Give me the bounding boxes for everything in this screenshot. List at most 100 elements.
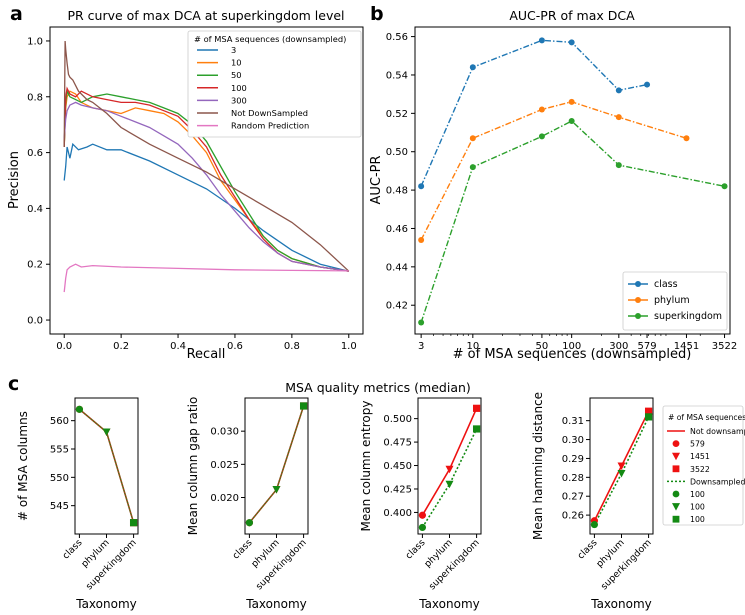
x-tick-label: 3 <box>418 341 424 352</box>
y-tick-label: 550 <box>50 473 69 484</box>
y-tick-label: 0.450 <box>383 461 412 472</box>
legend-marker <box>672 503 680 511</box>
plot-frame <box>74 397 139 535</box>
chart-title: MSA quality metrics (median) <box>285 380 471 395</box>
y-axis-label: AUC-PR <box>369 155 384 204</box>
series-line-phylum <box>420 101 687 241</box>
downsampled-point <box>418 523 427 532</box>
series-line-random-prediction <box>63 263 349 293</box>
y-tick-label: 0.030 <box>210 427 239 438</box>
legend-label: 100 <box>690 515 705 524</box>
y-tick-label: 0.44 <box>386 262 408 273</box>
data-point-class <box>568 39 575 46</box>
legend-marker <box>635 313 641 319</box>
y-tick-label: 0.46 <box>386 224 408 235</box>
data-point-phylum <box>615 114 622 121</box>
legend-label: class <box>654 279 678 290</box>
x-tick-label: superkingdom <box>599 537 654 592</box>
data-point-superkingdom <box>538 133 545 140</box>
y-tick-label: 0.29 <box>562 454 584 465</box>
legend-title: # of MSA sequences (downsampled) <box>194 34 346 44</box>
y-tick-label: 0.020 <box>210 493 239 504</box>
downsampled-point <box>617 470 626 478</box>
legend-label: phylum <box>654 295 690 306</box>
data-point-class <box>615 87 622 94</box>
series-line-100 <box>63 86 349 272</box>
auc-pr-chart: AUC-PR of max DCA # of MSA sequences (do… <box>369 8 737 362</box>
data-point-superkingdom <box>418 319 425 326</box>
subplot-3: 0.4000.4250.4500.4750.500classphylumsupe… <box>359 397 482 611</box>
downsampled-point <box>272 486 281 494</box>
legend-label: 100 <box>231 83 247 93</box>
x-axis-label: Recall <box>187 347 226 362</box>
downsampled-point <box>299 402 308 410</box>
legend-label: 3 <box>231 45 236 55</box>
legend-marker <box>672 515 680 523</box>
downsampled-point <box>445 480 454 489</box>
x-tick-label: class <box>230 537 254 561</box>
x-tick-label: 0.8 <box>284 341 300 352</box>
series-line-not-downsampled <box>421 407 478 516</box>
legend-label: Downsampled <box>690 477 745 486</box>
data-point-superkingdom <box>721 183 728 190</box>
y-tick-label: 0.6 <box>27 148 43 159</box>
x-tick-label: superkingdom <box>254 537 309 592</box>
downsampled-point <box>472 425 481 433</box>
series-line-superkingdom <box>420 120 725 323</box>
series-line-downsampled <box>248 405 305 524</box>
subplot-4: 0.260.270.280.290.300.31classphylumsuper… <box>531 392 654 611</box>
series-line-300 <box>63 101 349 272</box>
series-line-class <box>420 39 648 187</box>
y-tick-label: 0.500 <box>383 414 412 425</box>
legend-marker <box>672 440 680 447</box>
y-tick-label: 0.50 <box>386 147 408 158</box>
series-line-downsampled <box>421 428 478 528</box>
legend-label: 10 <box>231 58 242 68</box>
y-tick-label: 1.0 <box>27 36 43 47</box>
y-tick-label: 545 <box>50 501 69 512</box>
series-line-not-downsampled <box>78 408 135 523</box>
y-axis-label: Mean column entropy <box>359 401 373 532</box>
legend: class phylum superkingdom <box>622 271 728 331</box>
data-point-class <box>644 81 651 88</box>
downsampled-point <box>129 519 138 527</box>
downsampled-point <box>590 520 599 529</box>
x-tick-label: 1.0 <box>341 341 357 352</box>
legend-label: superkingdom <box>654 311 722 322</box>
chart-title: AUC-PR of max DCA <box>509 8 635 23</box>
downsampled-point <box>75 405 84 413</box>
legend-title: # of MSA sequences <box>668 413 745 422</box>
y-axis-label: Mean column gap ratio <box>186 397 200 536</box>
y-tick-label: 0.2 <box>27 260 43 271</box>
panel-letter-c: c <box>8 373 19 395</box>
y-tick-label: 0.56 <box>386 32 408 43</box>
x-axis-label: Taxonomy <box>75 597 137 611</box>
x-tick-label: 0.4 <box>170 341 186 352</box>
plot-frame <box>244 397 309 535</box>
not-downsampled-point <box>418 511 427 519</box>
y-tick-label: 0.8 <box>27 92 43 103</box>
data-point-class <box>469 64 476 71</box>
y-tick-label: 0.025 <box>210 460 239 471</box>
y-tick-label: 0.31 <box>562 416 584 427</box>
x-tick-label: 300 <box>609 341 628 352</box>
downsampled-point <box>102 428 111 436</box>
series-line-50 <box>63 88 349 272</box>
not-downsampled-point <box>445 465 454 474</box>
x-tick-label: 1451 <box>674 341 699 352</box>
legend-label: 50 <box>231 70 242 80</box>
legend-label: 100 <box>690 490 705 499</box>
x-axis-label: Taxonomy <box>590 597 652 611</box>
not-downsampled-point <box>644 407 653 415</box>
msa-quality-metrics: MSA quality metrics (median) 545 550 555 56… <box>16 380 745 611</box>
data-point-superkingdom <box>469 164 476 171</box>
x-tick-label: 579 <box>637 341 656 352</box>
y-tick-label: 0.400 <box>383 508 412 519</box>
data-point-superkingdom <box>568 118 575 125</box>
data-point-phylum <box>418 236 425 243</box>
series-line-downsampled <box>79 408 135 523</box>
x-tick-label: 50 <box>536 341 549 352</box>
y-tick-label: 560 <box>50 416 69 427</box>
data-point-superkingdom <box>615 162 622 169</box>
legend-label: Not downsampled <box>690 427 745 436</box>
